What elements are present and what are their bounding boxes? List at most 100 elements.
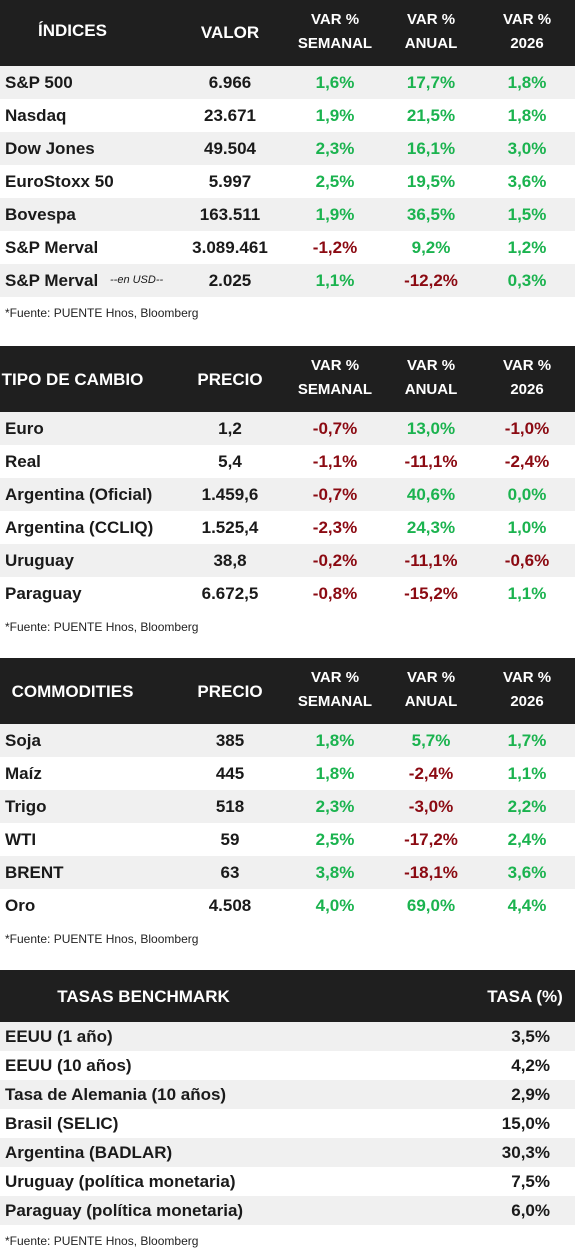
commodities-source: *Fuente: PUENTE Hnos, Bloomberg xyxy=(5,932,199,946)
row-var-annual: 40,6% xyxy=(406,485,456,504)
row-var-annual: 19,5% xyxy=(406,172,456,191)
rate-name: Paraguay (política monetaria) xyxy=(5,1201,244,1220)
row-var-ytd: 1,1% xyxy=(507,584,547,603)
row-var-weekly: -1,1% xyxy=(312,452,358,471)
row-name: Dow Jones xyxy=(5,139,95,158)
rate-value: 7,5% xyxy=(511,1172,550,1191)
fx-header-ytd: VAR % 2026 xyxy=(502,357,552,398)
row-value: 5,4 xyxy=(218,452,242,471)
row-var-weekly: 2,3% xyxy=(315,139,355,158)
row-var-annual: 9,2% xyxy=(411,238,451,257)
row-value: 518 xyxy=(215,797,245,816)
row-var-annual: -15,2% xyxy=(404,584,458,603)
indices-header-annual: VAR % ANUAL xyxy=(404,11,458,52)
table-row: Euro 1,2 -0,7% 13,0% -1,0% xyxy=(0,412,575,445)
rate-value: 3,5% xyxy=(511,1027,550,1046)
row-var-weekly: -2,3% xyxy=(312,518,358,537)
table-row: Paraguay 6.672,5 -0,8% -15,2% 1,1% xyxy=(0,577,575,610)
commodities-header-ytd: VAR % 2026 xyxy=(502,669,552,710)
fx-header-weekly: VAR % SEMANAL xyxy=(297,357,373,398)
indices-header-value: VALOR xyxy=(200,23,260,42)
row-name: EuroStoxx 50 xyxy=(5,172,114,191)
row-var-annual: 5,7% xyxy=(411,731,451,750)
row-var-weekly: 2,5% xyxy=(315,830,355,849)
table-row: EuroStoxx 50 5.997 2,5% 19,5% 3,6% xyxy=(0,165,575,198)
row-var-weekly: -1,2% xyxy=(312,238,358,257)
row-var-annual: 17,7% xyxy=(406,73,456,92)
row-value: 23.671 xyxy=(204,106,256,125)
row-var-annual: -12,2% xyxy=(404,271,458,290)
row-var-ytd: 3,6% xyxy=(507,863,547,882)
rate-value: 30,3% xyxy=(501,1143,550,1162)
fx-header-annual: VAR % ANUAL xyxy=(404,357,458,398)
row-var-ytd: 1,0% xyxy=(507,518,547,537)
row-name: BRENT xyxy=(5,863,64,882)
row-value: 163.511 xyxy=(199,205,261,224)
row-var-weekly: -0,7% xyxy=(312,419,358,438)
row-value: 6.672,5 xyxy=(201,584,259,603)
commodities-header-value: PRECIO xyxy=(197,682,263,701)
table-row: Bovespa 163.511 1,9% 36,5% 1,5% xyxy=(0,198,575,231)
row-var-ytd: 3,0% xyxy=(507,139,547,158)
commodities-table: COMMODITIES PRECIO VAR % SEMANAL VAR % ANU… xyxy=(0,658,575,922)
row-value: 385 xyxy=(215,731,245,750)
rate-name: Tasa de Alemania (10 años) xyxy=(5,1085,227,1104)
row-var-ytd: -2,4% xyxy=(504,452,550,471)
table-row: BRENT 63 3,8% -18,1% 3,6% xyxy=(0,856,575,889)
table-row: Oro 4.508 4,0% 69,0% 4,4% xyxy=(0,889,575,922)
fx-table: TIPO DE CAMBIO PRECIO VAR % SEMANAL VAR %… xyxy=(0,346,575,610)
fx-header-name: TIPO DE CAMBIO xyxy=(1,370,144,389)
table-row: S&P Merval 3.089.461 -1,2% 9,2% 1,2% xyxy=(0,231,575,264)
table-row: Argentina (Oficial) 1.459,6 -0,7% 40,6% 0,0% xyxy=(0,478,575,511)
row-var-weekly: -0,2% xyxy=(312,551,358,570)
table-row: Paraguay (política monetaria) 6,0% xyxy=(0,1196,575,1225)
row-var-weekly: 4,0% xyxy=(315,896,355,915)
row-var-ytd: 1,2% xyxy=(507,238,547,257)
rates-header: TASAS BENCHMARK TASA (%) xyxy=(0,970,575,1022)
rate-name: Brasil (SELIC) xyxy=(5,1114,119,1133)
row-value: 63 xyxy=(220,863,240,882)
row-value: 1,2 xyxy=(218,419,242,438)
commodities-header-name: COMMODITIES xyxy=(11,682,134,701)
indices-header: ÍNDICES VALOR VAR % SEMANAL VAR % ANUAL VA… xyxy=(0,0,575,66)
row-value: 49.504 xyxy=(204,139,256,158)
row-var-annual: -3,0% xyxy=(408,797,454,816)
table-row: EEUU (1 año) 3,5% xyxy=(0,1022,575,1051)
row-var-weekly: 1,8% xyxy=(315,764,355,783)
row-name: Trigo xyxy=(5,797,47,816)
rates-header-rate: TASA (%) xyxy=(487,987,563,1006)
rates-header-name: TASAS BENCHMARK xyxy=(57,987,230,1006)
rate-name: EEUU (10 años) xyxy=(5,1056,132,1075)
row-var-weekly: 1,8% xyxy=(315,731,355,750)
rates-source: *Fuente: PUENTE Hnos, Bloomberg xyxy=(5,1234,199,1248)
indices-source: *Fuente: PUENTE Hnos, Bloomberg xyxy=(5,306,199,320)
table-row: Maíz 445 1,8% -2,4% 1,1% xyxy=(0,757,575,790)
row-name: WTI xyxy=(5,830,37,849)
table-row: WTI 59 2,5% -17,2% 2,4% xyxy=(0,823,575,856)
table-row: S&P Merval --en USD-- 2.025 1,1% -12,2% 0,3% xyxy=(0,264,575,297)
row-name: Paraguay xyxy=(5,584,82,603)
row-var-ytd: 4,4% xyxy=(507,896,547,915)
row-name: Euro xyxy=(5,419,44,438)
row-value: 445 xyxy=(215,764,245,783)
row-var-ytd: -0,6% xyxy=(504,551,550,570)
table-row: Trigo 518 2,3% -3,0% 2,2% xyxy=(0,790,575,823)
row-value: 1.459,6 xyxy=(201,485,259,504)
row-var-annual: -17,2% xyxy=(404,830,458,849)
row-value: 6.966 xyxy=(208,73,252,92)
row-var-weekly: 3,8% xyxy=(315,863,355,882)
row-name: S&P Merval xyxy=(5,238,99,257)
table-row: Real 5,4 -1,1% -11,1% -2,4% xyxy=(0,445,575,478)
table-row: Uruguay 38,8 -0,2% -11,1% -0,6% xyxy=(0,544,575,577)
row-var-annual: -11,1% xyxy=(404,551,458,570)
fx-source: *Fuente: PUENTE Hnos, Bloomberg xyxy=(5,620,199,634)
row-var-ytd: 1,7% xyxy=(507,731,547,750)
commodities-header-weekly: VAR % SEMANAL xyxy=(297,669,373,710)
row-var-annual: 24,3% xyxy=(406,518,456,537)
row-var-weekly: 1,1% xyxy=(315,271,355,290)
row-value: 5.997 xyxy=(208,172,252,191)
table-row: Brasil (SELIC) 15,0% xyxy=(0,1109,575,1138)
row-var-ytd: 1,8% xyxy=(507,106,547,125)
rate-value: 4,2% xyxy=(511,1056,550,1075)
row-var-ytd: 0,0% xyxy=(507,485,547,504)
